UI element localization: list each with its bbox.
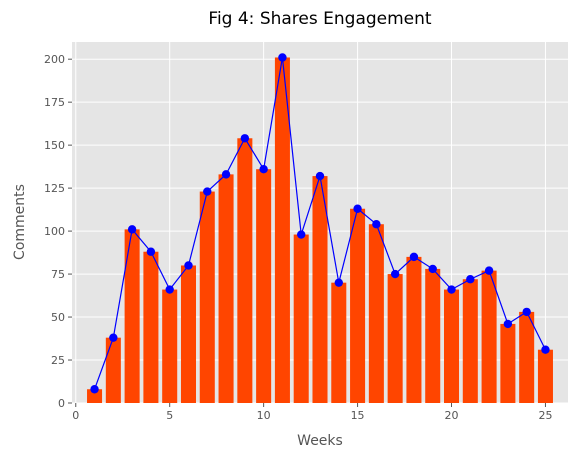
chart-title: Fig 4: Shares Engagement [208, 9, 431, 29]
bar [256, 169, 272, 403]
y-axis-ticks: 0 25 50 75 100 125 150 175 200 [44, 53, 72, 410]
bar [368, 224, 384, 403]
bar [105, 337, 121, 403]
bar [406, 256, 422, 403]
x-axis-ticks: 0 5 10 15 20 25 [72, 403, 552, 422]
data-point [428, 264, 437, 274]
y-tick-label: 100 [44, 225, 65, 238]
bar [162, 289, 178, 403]
bar [350, 208, 366, 403]
bar [331, 282, 347, 403]
data-point [221, 170, 231, 179]
bar [387, 274, 403, 403]
x-tick-label: 15 [351, 409, 365, 422]
bar [500, 323, 516, 403]
y-axis-label: Comments [12, 184, 28, 260]
y-tick-label: 50 [51, 311, 65, 324]
bar [537, 349, 553, 403]
y-tick-label: 125 [44, 182, 65, 195]
data-point [372, 220, 381, 229]
x-tick-label: 0 [72, 409, 79, 422]
data-point [90, 385, 99, 394]
data-point [146, 247, 156, 256]
y-tick-label: 150 [44, 139, 65, 152]
bar [87, 389, 103, 403]
data-point [334, 278, 343, 287]
data-point [127, 225, 137, 234]
data-point [109, 333, 118, 342]
y-tick-label: 25 [51, 354, 65, 367]
x-axis-label: Weeks [297, 433, 343, 449]
x-tick-label: 20 [445, 409, 459, 422]
data-point [522, 307, 531, 317]
y-tick-label: 0 [58, 397, 65, 410]
data-point [353, 204, 362, 213]
data-point [240, 134, 250, 143]
data-point [278, 53, 287, 62]
data-point [203, 187, 212, 196]
data-point [184, 261, 193, 270]
y-tick-label: 75 [51, 268, 65, 281]
data-point [484, 266, 494, 275]
bar [293, 234, 309, 403]
bars [87, 57, 553, 403]
data-point [315, 171, 325, 181]
bar [218, 174, 234, 403]
y-tick-label: 200 [44, 53, 65, 66]
bar [312, 176, 328, 403]
data-point [466, 275, 475, 284]
bar [274, 57, 290, 403]
bar [124, 229, 140, 403]
bar [143, 251, 159, 403]
bar [425, 268, 441, 403]
data-point [297, 230, 306, 239]
bar [462, 279, 478, 403]
x-tick-label: 10 [257, 409, 271, 422]
bar [519, 311, 535, 403]
bar [481, 270, 497, 403]
bar [180, 265, 196, 403]
data-point [259, 165, 268, 174]
x-tick-label: 5 [166, 409, 173, 422]
bar [444, 289, 460, 403]
data-point [165, 285, 174, 294]
data-point [409, 252, 419, 262]
y-tick-label: 175 [44, 96, 65, 109]
bar [237, 138, 253, 403]
x-tick-label: 25 [538, 409, 552, 422]
data-point [390, 269, 400, 279]
markers [90, 53, 550, 394]
bar [199, 191, 215, 403]
data-point [503, 319, 513, 329]
data-point [541, 345, 550, 354]
data-point [447, 285, 456, 294]
